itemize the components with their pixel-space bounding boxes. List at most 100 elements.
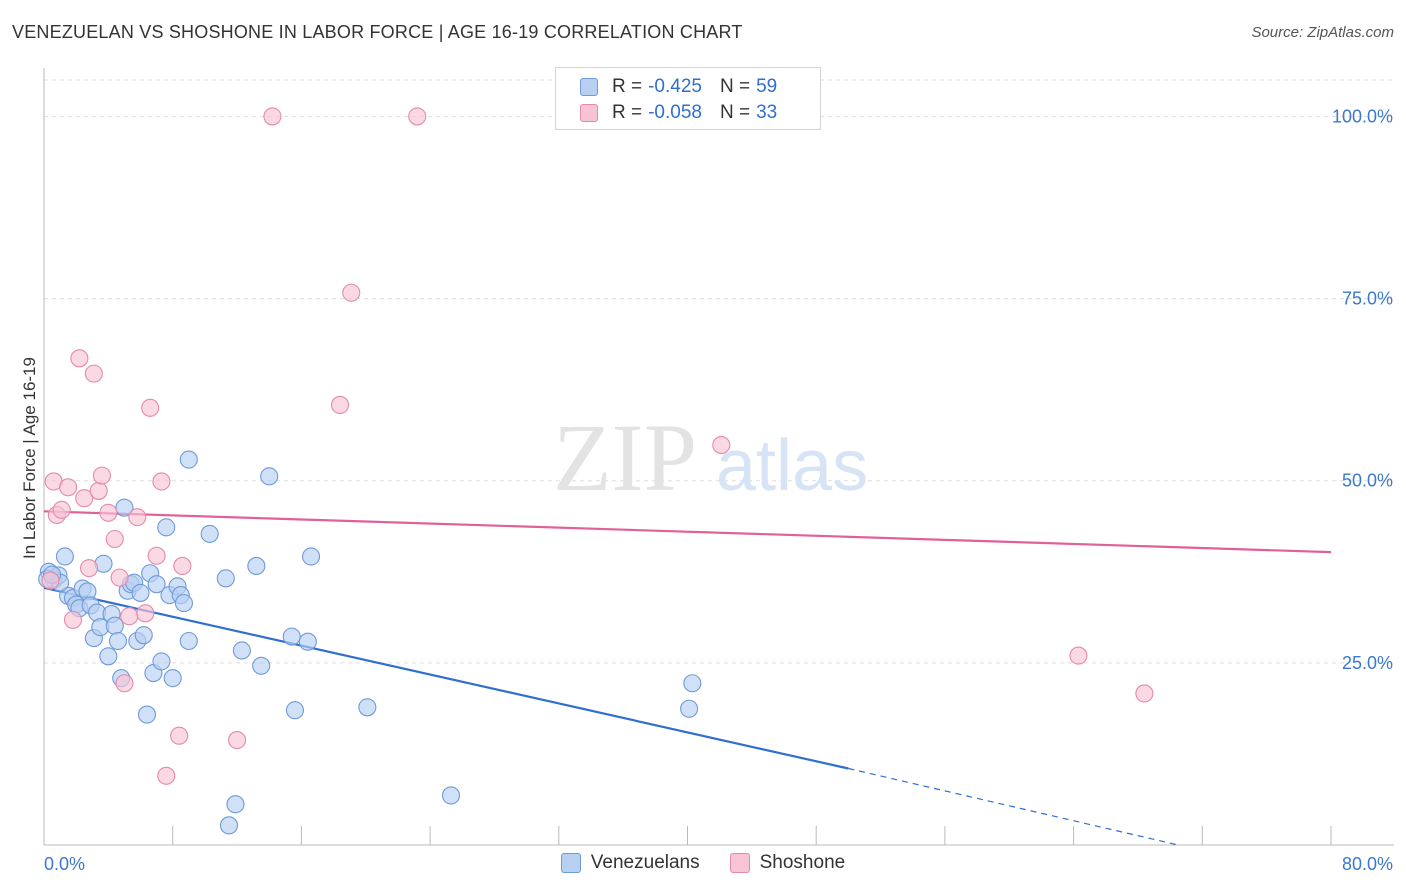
- shoshone-point: [157, 766, 176, 785]
- venezuelan-point: [99, 647, 118, 666]
- watermark-atlas: atlas: [716, 426, 868, 506]
- venezuelan-point: [683, 674, 702, 693]
- y-tick-label: 50.0%: [1342, 471, 1393, 491]
- shoshone-point: [110, 568, 129, 587]
- venezuelan-point: [298, 632, 317, 651]
- shoshone-point: [70, 349, 89, 368]
- venezuelan-trend-line: [43, 586, 849, 770]
- legend-n-label: N =: [719, 102, 751, 123]
- legend-swatch-pink: [580, 104, 598, 122]
- watermark-zip: ZIP: [553, 404, 697, 511]
- venezuelan-point: [147, 575, 166, 594]
- legend-swatch-blue: [560, 853, 581, 873]
- shoshone-point: [99, 503, 118, 522]
- venezuelan-point: [219, 816, 239, 835]
- shoshone-point: [92, 466, 111, 485]
- y-tick-label: 75.0%: [1342, 289, 1393, 309]
- legend-r-label: R =: [612, 102, 643, 123]
- legend-n-label: N =: [719, 76, 751, 97]
- x-tick-label: 80.0%: [1342, 854, 1393, 874]
- shoshone-point: [152, 472, 171, 491]
- venezuelan-point: [137, 705, 157, 724]
- shoshone-point: [63, 610, 83, 629]
- points-layer: [38, 107, 1154, 835]
- legend-row-shoshone: R = -0.058 N = 33: [580, 100, 777, 126]
- legend-r-value: -0.425: [648, 76, 702, 97]
- shoshone-point: [59, 478, 78, 497]
- shoshone-point: [136, 604, 155, 623]
- venezuelan-point: [152, 652, 171, 671]
- venezuelan-point: [163, 669, 182, 688]
- legend-r-label: R =: [612, 76, 643, 97]
- tick-label-layer: 25.0% 50.0% 75.0% 100.0% 0.0% 80.0%: [44, 106, 1393, 874]
- shoshone-point: [105, 529, 124, 549]
- venezuelan-point: [441, 786, 461, 805]
- shoshone-point: [263, 107, 282, 126]
- shoshone-point: [141, 398, 160, 417]
- shoshone-point: [712, 435, 731, 455]
- venezuelan-point: [232, 641, 251, 660]
- shoshone-point: [79, 559, 99, 578]
- venezuelan-point: [302, 547, 321, 566]
- shoshone-point: [41, 571, 60, 590]
- x-tick-label: 0.0%: [44, 854, 85, 874]
- legend-label-shoshone: Shoshone: [759, 852, 846, 873]
- venezuelan-point: [282, 627, 301, 646]
- shoshone-point: [228, 731, 247, 750]
- venezuelan-point: [680, 699, 699, 718]
- y-tick-label: 25.0%: [1342, 653, 1393, 673]
- venezuelan-point: [226, 795, 245, 814]
- axis-layer: [43, 68, 1394, 846]
- venezuelan-point: [200, 524, 219, 543]
- legend-n-value: 33: [756, 102, 778, 123]
- shoshone-point: [342, 283, 361, 302]
- shoshone-point: [1069, 646, 1088, 665]
- venezuelan-point: [179, 631, 198, 651]
- y-tick-label: 100.0%: [1332, 106, 1393, 126]
- legend-r-value: -0.058: [648, 102, 702, 123]
- venezuelan-point: [131, 583, 150, 602]
- legend-swatch-blue: [580, 78, 598, 96]
- shoshone-point: [147, 546, 166, 565]
- venezuelan-point: [108, 631, 128, 651]
- series-legend: Venezuelans Shoshone: [0, 852, 1406, 874]
- shoshone-point: [170, 726, 189, 745]
- shoshone-point: [128, 508, 147, 527]
- venezuelan-point: [216, 569, 235, 588]
- venezuelan-point: [358, 698, 377, 717]
- legend-n-value: 59: [756, 76, 778, 97]
- venezuelan-point: [105, 616, 124, 635]
- shoshone-point: [1135, 684, 1154, 703]
- shoshone-point: [120, 607, 139, 626]
- venezuelan-point: [174, 594, 194, 613]
- shoshone-point: [173, 556, 192, 576]
- venezuelan-point: [252, 656, 271, 675]
- venezuelan-point: [157, 518, 176, 537]
- shoshone-point: [89, 481, 108, 500]
- legend-item-venezuelans[interactable]: Venezuelans: [560, 852, 700, 874]
- legend-item-shoshone[interactable]: Shoshone: [729, 852, 846, 874]
- shoshone-point: [75, 489, 94, 508]
- venezuelan-point: [260, 467, 279, 486]
- venezuelan-point: [115, 498, 134, 517]
- shoshone-trend-line: [43, 510, 1332, 554]
- venezuelan-point: [285, 701, 305, 720]
- legend-row-venezuelans: R = -0.425 N = 59: [580, 74, 777, 100]
- legend-label-venezuelans: Venezuelans: [590, 852, 700, 873]
- chart-title: VENEZUELAN VS SHOSHONE IN LABOR FORCE | …: [12, 22, 743, 42]
- shoshone-point: [84, 364, 103, 383]
- watermark: ZIP atlas: [553, 404, 868, 511]
- venezuelan-point: [179, 450, 198, 469]
- venezuelan-trend-extension: [848, 767, 1179, 846]
- grid-layer: [44, 79, 1394, 664]
- shoshone-point: [330, 395, 350, 414]
- correlation-legend: R = -0.425 N = 59 R = -0.058 N = 33: [555, 67, 821, 130]
- venezuelan-point: [247, 556, 266, 576]
- shoshone-point: [115, 674, 134, 693]
- venezuelan-point: [134, 626, 153, 645]
- venezuelan-point: [55, 547, 74, 566]
- legend-swatch-pink: [729, 853, 750, 873]
- shoshone-point: [52, 500, 71, 519]
- source-label: Source: ZipAtlas.com: [1251, 24, 1394, 41]
